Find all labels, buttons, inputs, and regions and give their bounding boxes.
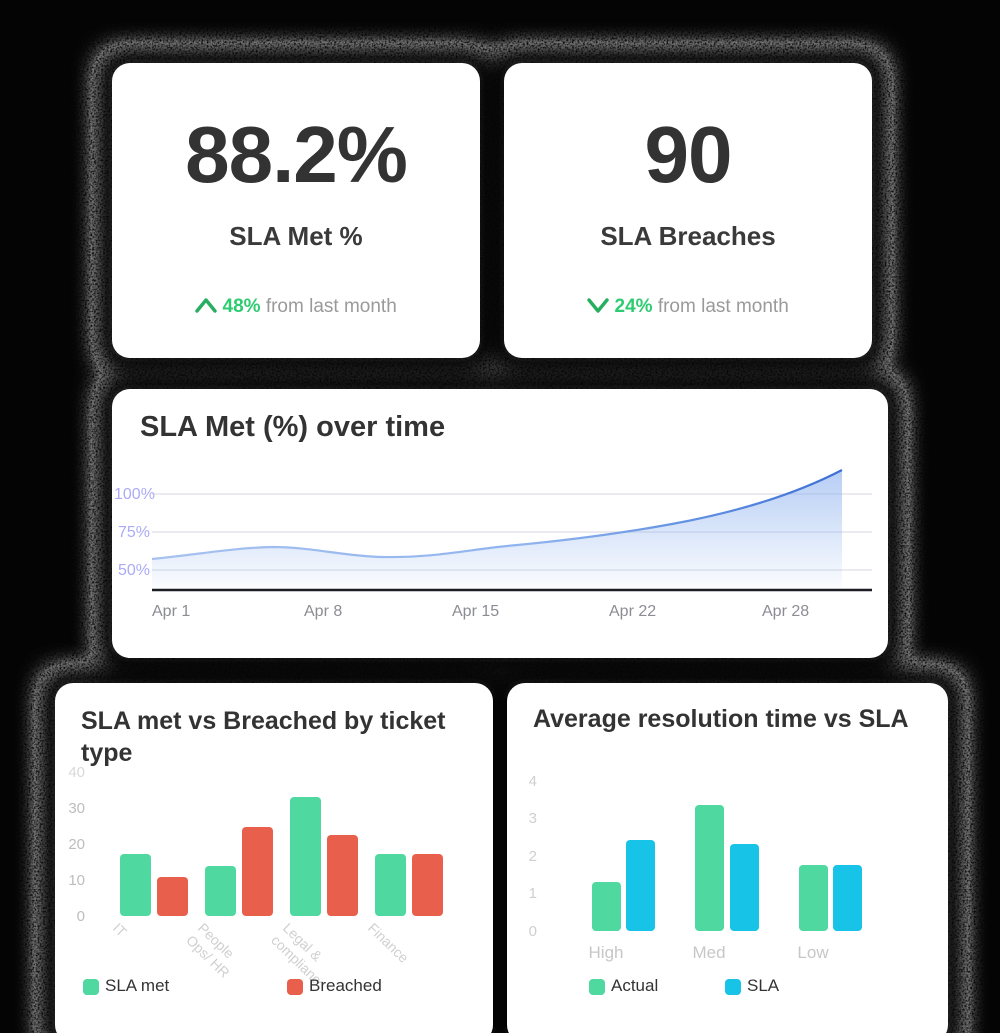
svg-text:Med: Med [692, 943, 725, 962]
svg-text:1: 1 [529, 885, 537, 902]
svg-text:Apr 1: Apr 1 [152, 603, 190, 620]
svg-text:2: 2 [529, 848, 537, 865]
svg-text:20: 20 [68, 836, 85, 853]
svg-text:Apr 8: Apr 8 [304, 603, 342, 620]
svg-text:High: High [589, 943, 624, 962]
svg-text:0: 0 [529, 923, 537, 940]
svg-text:10: 10 [68, 872, 85, 889]
svg-text:3: 3 [529, 810, 537, 827]
svg-text:Apr 28: Apr 28 [762, 603, 809, 620]
svg-text:40: 40 [68, 764, 85, 781]
svg-text:Low: Low [797, 943, 829, 962]
svg-text:30: 30 [68, 800, 85, 817]
svg-text:0: 0 [77, 908, 85, 925]
svg-text:Apr 15: Apr 15 [452, 603, 499, 620]
svg-text:Apr 22: Apr 22 [609, 603, 656, 620]
svg-text:Finance: Finance [365, 920, 412, 966]
svg-text:IT: IT [110, 920, 130, 940]
svg-text:4: 4 [529, 773, 537, 790]
svg-text:100%: 100% [114, 486, 155, 503]
svg-text:50%: 50% [118, 562, 150, 579]
svg-text:75%: 75% [118, 524, 150, 541]
